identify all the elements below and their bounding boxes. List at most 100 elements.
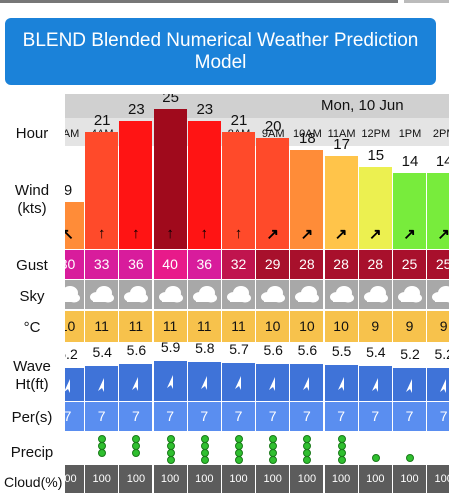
forecast-grid[interactable]: Mon, 10 Jun 3AM9↖30105.271004AM21↑33115.…	[65, 94, 449, 493]
wave-height: 5.2	[434, 346, 449, 362]
wind-direction-arrow-icon: ↗	[403, 226, 416, 243]
wind-bar	[65, 202, 84, 249]
wind-bar	[119, 120, 153, 249]
label-wind-line1: Wind	[14, 182, 50, 199]
cloud-cover-cell: 100	[290, 465, 324, 493]
cloud-cover-cell: 100	[393, 465, 426, 493]
label-cloud: Cloud(%)	[4, 474, 63, 490]
hour-label: 12PM	[361, 128, 391, 140]
period-cell: 7	[119, 402, 153, 431]
cloud-cover-cell: 100	[85, 465, 119, 493]
precip-cell	[85, 432, 119, 464]
wind-bar	[290, 149, 324, 249]
precip-dot-icon	[98, 449, 107, 457]
date-label: Mon, 10 Jun	[321, 97, 404, 114]
period-cell: 7	[65, 402, 84, 431]
wind-speed: 15	[367, 147, 385, 165]
wind-speed: 14	[435, 153, 449, 170]
period-cell: 7	[222, 402, 255, 431]
wave-bar	[358, 366, 392, 401]
sky-cell	[358, 280, 392, 309]
gust-cell: 32	[222, 250, 255, 279]
wave-bar	[187, 362, 221, 401]
wave-bar	[85, 366, 119, 401]
sky-cell	[427, 280, 449, 309]
wave-bar	[290, 364, 324, 401]
label-temp: °C	[23, 319, 41, 336]
sky-cell	[187, 280, 221, 309]
wave-bar	[222, 363, 255, 401]
model-title: BLEND Blended Numerical Weather Predicti…	[22, 29, 419, 73]
cloud-icon	[396, 284, 423, 309]
sky-cell	[222, 280, 255, 309]
wave-height: 5.6	[263, 342, 283, 358]
wind-speed: 23	[196, 100, 214, 118]
wind-direction-arrow-icon: ↑	[200, 225, 209, 242]
hour-label: 11AM	[327, 128, 356, 140]
cloud-cover-cell: 100	[256, 465, 290, 493]
temperature-cell: 11	[85, 311, 119, 342]
temperature-cell: 10	[324, 311, 358, 342]
wind-speed: 18	[299, 129, 316, 147]
precip-dot-icon	[337, 456, 346, 464]
precip-dot-icon	[406, 454, 414, 462]
temperature-cell: 9	[358, 311, 392, 342]
precip-cell	[154, 432, 188, 464]
hour-label: 10AM	[293, 128, 322, 140]
label-gust: Gust	[16, 257, 48, 274]
wind-speed: 23	[128, 100, 145, 118]
wave-height: 5.4	[366, 344, 386, 360]
precip-dot-icon	[132, 449, 141, 457]
wave-height: 5.5	[331, 343, 352, 359]
wave-bar	[65, 368, 84, 401]
wave-height: 5.6	[297, 342, 318, 358]
wave-bar	[119, 364, 153, 401]
precip-cell	[427, 432, 449, 464]
precip-dot-icon	[269, 456, 278, 464]
sky-cell	[324, 280, 358, 309]
temperature-cell: 11	[119, 311, 153, 342]
precip-cell	[65, 432, 85, 464]
wind-bar	[427, 173, 449, 249]
wind-bar	[393, 173, 426, 249]
hour-label: 3AM	[65, 128, 80, 140]
precip-cell	[290, 432, 324, 464]
cloud-cover-cell: 100	[222, 465, 255, 493]
cloud-cover-cell: 100	[119, 465, 153, 493]
cloud-icon	[293, 284, 320, 309]
sky-cell	[119, 280, 153, 309]
wind-direction-arrow-icon: ↑	[234, 225, 243, 242]
cloud-icon	[157, 284, 184, 309]
precip-cell	[222, 432, 256, 464]
temperature-cell: 10	[256, 311, 290, 342]
cloud-icon	[225, 284, 252, 309]
wave-height: 5.7	[229, 341, 249, 357]
gust-cell: 28	[324, 250, 358, 279]
model-title-button[interactable]: BLEND Blended Numerical Weather Predicti…	[5, 18, 436, 85]
wind-direction-arrow-icon: ↑	[97, 225, 106, 242]
gust-cell: 25	[427, 250, 449, 279]
wind-speed: 21	[93, 112, 111, 130]
period-cell: 7	[187, 402, 221, 431]
label-hour: Hour	[15, 125, 49, 142]
precip-cell	[119, 432, 153, 464]
label-period: Per(s)	[11, 409, 53, 426]
cloud-icon	[65, 284, 81, 309]
gust-cell: 40	[153, 250, 187, 279]
temperature-cell: 11	[153, 311, 187, 342]
wave-height: 5.4	[92, 344, 112, 360]
wind-bar	[85, 132, 119, 249]
wind-direction-arrow-icon: ↑	[132, 225, 140, 242]
wind-bar	[256, 138, 290, 249]
cloud-cover-cell: 100	[358, 465, 392, 493]
sky-cell	[290, 280, 324, 309]
date-band: Mon, 10 Jun	[65, 94, 449, 118]
cloud-icon	[430, 284, 449, 309]
sky-cell	[65, 280, 84, 309]
wind-direction-arrow-icon: ↗	[334, 226, 348, 243]
wind-speed: 25	[162, 94, 179, 107]
label-wave: Wave Ht(ft)	[0, 358, 64, 394]
temperature-cell: 9	[427, 311, 449, 342]
cloud-icon	[259, 284, 286, 309]
cloud-icon	[362, 284, 389, 309]
